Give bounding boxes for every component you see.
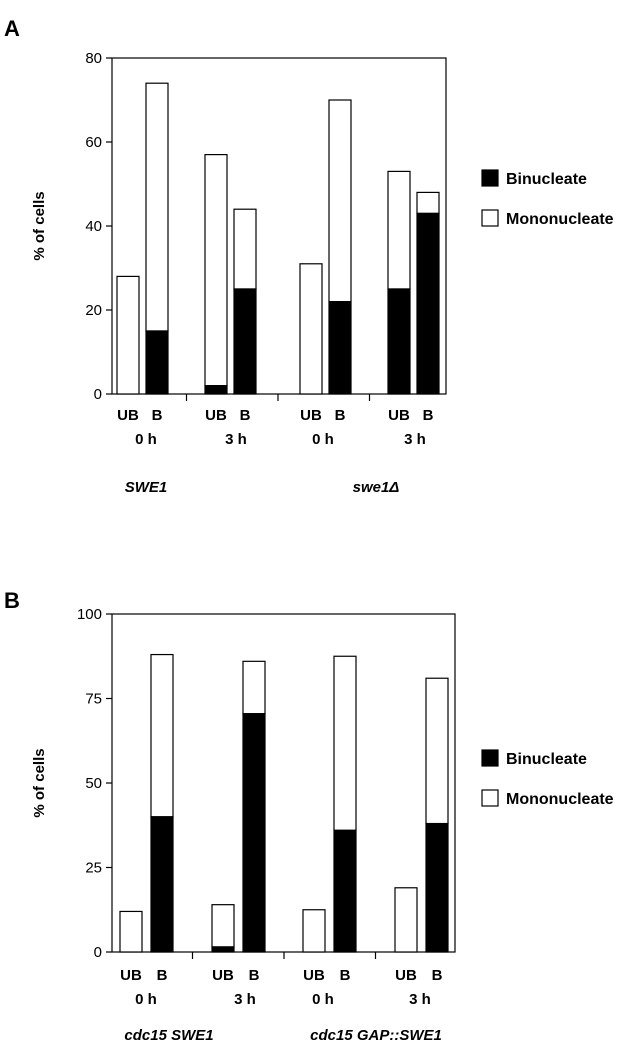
panel-b-y-tick-label: 100 bbox=[77, 606, 102, 623]
panel-a-legend-swatch bbox=[481, 209, 499, 227]
panel-b-bar-mononucleate bbox=[394, 887, 418, 953]
panel-a-bar-binucleate bbox=[204, 385, 228, 395]
panel-a-legend-label: Binucleate bbox=[506, 171, 587, 188]
panel-b-legend-swatch bbox=[481, 789, 499, 807]
panel-b-y-tick-label: 75 bbox=[85, 691, 102, 708]
panel-b-bar-mononucleate bbox=[302, 909, 326, 953]
panel-b-bar-label: B bbox=[249, 967, 260, 984]
panel-b-bar-mononucleate bbox=[333, 655, 357, 831]
panel-a-bar-label: UB bbox=[205, 407, 227, 424]
panel-a-letter: A bbox=[4, 16, 20, 41]
panel-a-bar-mononucleate bbox=[145, 82, 169, 332]
panel-a-time-label: 3 h bbox=[225, 431, 247, 448]
panel-a-genotype-label: swe1Δ bbox=[353, 479, 400, 496]
panel-a-bar-mononucleate bbox=[387, 170, 411, 290]
panel-b-y-tick-label: 0 bbox=[94, 944, 102, 961]
panel-b-bar-binucleate bbox=[242, 713, 266, 953]
panel-a-legend-swatch bbox=[481, 169, 499, 187]
panel-b-bar-binucleate bbox=[333, 829, 357, 953]
panel-a-time-label: 0 h bbox=[312, 431, 334, 448]
panel-b-y-axis-label: % of cells bbox=[31, 748, 48, 817]
panel-b-bar-label: UB bbox=[212, 967, 234, 984]
panel-a-bar-binucleate bbox=[233, 288, 257, 395]
panel-b-y-tick-label: 50 bbox=[85, 775, 102, 792]
panel-a-time-label: 0 h bbox=[135, 431, 157, 448]
panel-a-time-label: 3 h bbox=[404, 431, 426, 448]
panel-b-bar-mononucleate bbox=[242, 660, 266, 715]
panel-b-genotype-label: cdc15 GAP::SWE1 bbox=[310, 1027, 442, 1044]
panel-a-bar-label: UB bbox=[388, 407, 410, 424]
panel-b-bar-mononucleate bbox=[211, 904, 235, 948]
panel-a-bar-label: B bbox=[152, 407, 163, 424]
panel-b-time-label: 3 h bbox=[234, 991, 256, 1008]
panel-a-bar-mononucleate bbox=[233, 208, 257, 290]
panel-a-bar-mononucleate bbox=[116, 275, 140, 395]
panel-b-time-label: 0 h bbox=[312, 991, 334, 1008]
panel-a-y-tick-label: 20 bbox=[85, 302, 102, 319]
panel-b-time-label: 0 h bbox=[135, 991, 157, 1008]
panel-a-bar-mononucleate bbox=[204, 154, 228, 387]
panel-b-bar-binucleate bbox=[425, 822, 449, 953]
panel-a-y-tick-label: 0 bbox=[94, 386, 102, 403]
panel-b-bar-mononucleate bbox=[150, 653, 174, 818]
panel-b-bar-label: UB bbox=[303, 967, 325, 984]
panel-b-letter: B bbox=[4, 588, 20, 613]
panel-b-legend-label: Mononucleate bbox=[506, 791, 614, 808]
panel-a-bar-binucleate bbox=[387, 288, 411, 395]
panel-b-bar-label: B bbox=[157, 967, 168, 984]
panel-a-bar-label: B bbox=[335, 407, 346, 424]
panel-a-bar-label: UB bbox=[117, 407, 139, 424]
panel-a-legend-label: Mononucleate bbox=[506, 211, 614, 228]
panel-b-bar-label: B bbox=[340, 967, 351, 984]
panel-b-bar-mononucleate bbox=[119, 910, 143, 953]
panel-b-legend-swatch bbox=[481, 749, 499, 767]
panel-b-bar-mononucleate bbox=[425, 677, 449, 825]
panel-a-genotype-label: SWE1 bbox=[125, 479, 168, 496]
panel-a-y-tick-label: 80 bbox=[85, 50, 102, 67]
panel-b-legend-label: Binucleate bbox=[506, 751, 587, 768]
panel-a-bar-mononucleate bbox=[416, 191, 440, 214]
panel-b-bar-label: B bbox=[432, 967, 443, 984]
panel-b-bar-label: UB bbox=[120, 967, 142, 984]
panel-a-bar-label: B bbox=[423, 407, 434, 424]
panel-b-y-tick-label: 25 bbox=[85, 860, 102, 877]
panel-a-bar-label: B bbox=[240, 407, 251, 424]
panel-a-bar-mononucleate bbox=[328, 99, 352, 303]
panel-a-y-axis-label: % of cells bbox=[31, 191, 48, 260]
panel-a-bar-mononucleate bbox=[299, 263, 323, 395]
panel-a-bar-binucleate bbox=[328, 301, 352, 395]
panel-a-y-tick-label: 60 bbox=[85, 134, 102, 151]
panel-a-y-tick-label: 40 bbox=[85, 218, 102, 235]
panel-b-bar-binucleate bbox=[150, 816, 174, 953]
panel-b-bar-label: UB bbox=[395, 967, 417, 984]
panel-b-genotype-label: cdc15 SWE1 bbox=[124, 1027, 213, 1044]
panel-a-bar-label: UB bbox=[300, 407, 322, 424]
panel-b-bar-binucleate bbox=[211, 946, 235, 953]
panel-a-bar-binucleate bbox=[145, 330, 169, 395]
panel-a-bar-binucleate bbox=[416, 212, 440, 395]
panel-b-time-label: 3 h bbox=[409, 991, 431, 1008]
